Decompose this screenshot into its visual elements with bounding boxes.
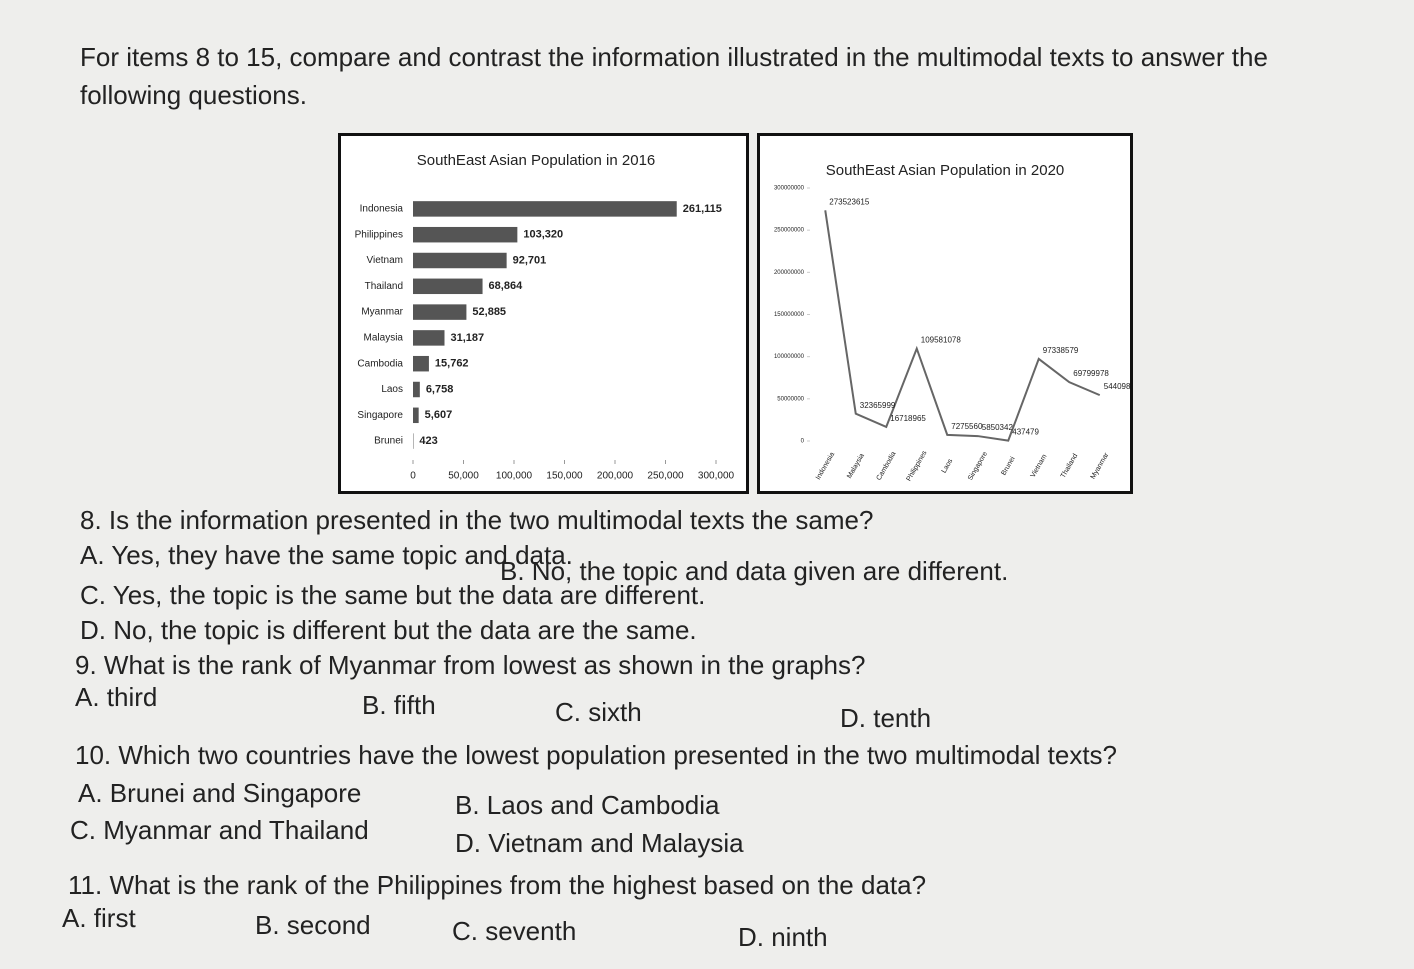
x-tick-label: Myanmar bbox=[1090, 451, 1111, 480]
y-tick-label: Brunei bbox=[374, 436, 403, 447]
question: 11. What is the rank of the Philippines … bbox=[68, 870, 927, 900]
y-tick-label: Vietnam bbox=[366, 255, 403, 266]
x-tick-label: Malaysia bbox=[846, 452, 866, 480]
bar bbox=[413, 201, 677, 217]
x-tick-label: 50,000 bbox=[448, 471, 479, 482]
y-tick-label: Malaysia bbox=[364, 333, 404, 344]
value-label: 273523615 bbox=[829, 197, 870, 206]
bar bbox=[413, 304, 467, 320]
value-label: 54409800 bbox=[1104, 382, 1133, 391]
option: D. ninth bbox=[738, 922, 828, 952]
y-tick-label: 300000000 bbox=[774, 186, 805, 192]
value-label: 52,885 bbox=[472, 306, 506, 318]
value-label: 68,864 bbox=[489, 280, 524, 292]
option: A. Yes, they have the same topic and dat… bbox=[80, 540, 573, 570]
y-tick-label: 100000000 bbox=[774, 354, 805, 360]
value-label: 5,607 bbox=[425, 409, 453, 421]
y-tick-label: 200000000 bbox=[774, 270, 805, 276]
option: C. sixth bbox=[555, 697, 642, 727]
line bbox=[824, 210, 1101, 442]
y-tick-label: Indonesia bbox=[360, 204, 404, 215]
value-label: 15,762 bbox=[435, 358, 469, 370]
y-tick-label: 50000000 bbox=[777, 396, 804, 402]
x-tick-label: Philippines bbox=[906, 449, 929, 482]
option: A. Brunei and Singapore bbox=[78, 778, 362, 808]
value-label: 261,115 bbox=[683, 203, 722, 215]
bar bbox=[413, 252, 507, 269]
x-tick-label: Thailand bbox=[1060, 453, 1080, 480]
x-tick-label: 250,000 bbox=[647, 471, 684, 482]
value-label: 69799978 bbox=[1073, 369, 1109, 378]
x-tick-label: 200,000 bbox=[597, 471, 634, 482]
x-tick-label: Laos bbox=[941, 457, 955, 474]
x-tick-label: 100,000 bbox=[496, 471, 533, 482]
value-label: 7275560 bbox=[951, 422, 983, 431]
y-tick-label: 0 bbox=[801, 439, 805, 445]
bar bbox=[413, 226, 518, 243]
option: B. Laos and Cambodia bbox=[455, 790, 720, 820]
y-tick-label: Thailand bbox=[365, 281, 403, 292]
bar bbox=[413, 381, 420, 398]
question: 9. What is the rank of Myanmar from lowe… bbox=[75, 650, 866, 680]
value-label: 6,758 bbox=[426, 383, 454, 395]
value-label: 423 bbox=[419, 435, 437, 447]
y-tick-label: Philippines bbox=[355, 229, 403, 240]
option: D. No, the topic is different but the da… bbox=[80, 615, 697, 645]
x-tick-label: 150,000 bbox=[546, 471, 583, 482]
chart-title: SouthEast Asian Population in 2020 bbox=[826, 162, 1065, 179]
value-label: 109581078 bbox=[921, 336, 962, 345]
option: C. Yes, the topic is the same but the da… bbox=[80, 580, 706, 610]
y-tick-label: Myanmar bbox=[361, 307, 403, 318]
chart-2020: SouthEast Asian Population in 2020 0 5000… bbox=[757, 133, 1133, 494]
y-tick-label: Cambodia bbox=[357, 358, 403, 369]
option: C. Myanmar and Thailand bbox=[70, 815, 369, 845]
value-label: 32365999 bbox=[860, 401, 896, 410]
x-tick-label: 300,000 bbox=[698, 471, 735, 482]
y-tick-label: Singapore bbox=[357, 410, 403, 421]
x-tick-label: 0 bbox=[410, 471, 416, 482]
option: A. first bbox=[62, 903, 136, 933]
x-tick-label: Vietnam bbox=[1030, 453, 1049, 479]
option: B. No, the topic and data given are diff… bbox=[500, 556, 1009, 586]
value-label: 92,701 bbox=[513, 254, 547, 266]
value-label: 437479 bbox=[1012, 428, 1039, 437]
x-tick-label: Cambodia bbox=[876, 451, 898, 482]
value-label: 31,187 bbox=[450, 332, 484, 344]
option: A. third bbox=[75, 682, 158, 712]
bar bbox=[413, 330, 445, 346]
value-label: 16718965 bbox=[890, 414, 926, 423]
option: D. Vietnam and Malaysia bbox=[455, 828, 744, 858]
value-label: 97338579 bbox=[1043, 346, 1079, 355]
bar bbox=[413, 355, 429, 372]
x-tick-label: Brunei bbox=[1000, 455, 1016, 476]
y-tick-label: Laos bbox=[381, 384, 403, 395]
x-tick-label: Singapore bbox=[967, 451, 989, 482]
y-tick-label: 150000000 bbox=[774, 312, 805, 318]
value-label: 103,320 bbox=[523, 229, 563, 241]
x-tick-label: Indonesia bbox=[815, 451, 836, 481]
question: 10. Which two countries have the lowest … bbox=[75, 740, 1118, 770]
question: 8. Is the information presented in the t… bbox=[80, 505, 874, 535]
option: B. fifth bbox=[362, 690, 436, 720]
chart-2016: SouthEast Asian Population in 2016 0 50,0… bbox=[338, 133, 749, 494]
option: D. tenth bbox=[840, 703, 932, 733]
value-label: 5850342 bbox=[982, 423, 1014, 432]
bar bbox=[413, 407, 419, 424]
instructions: For items 8 to 15, compare and contrast … bbox=[80, 42, 1268, 110]
option: C. seventh bbox=[452, 916, 577, 946]
y-tick-label: 250000000 bbox=[774, 228, 805, 234]
bar bbox=[413, 278, 483, 295]
option: B. second bbox=[255, 910, 371, 940]
chart-title: SouthEast Asian Population in 2016 bbox=[417, 152, 656, 169]
